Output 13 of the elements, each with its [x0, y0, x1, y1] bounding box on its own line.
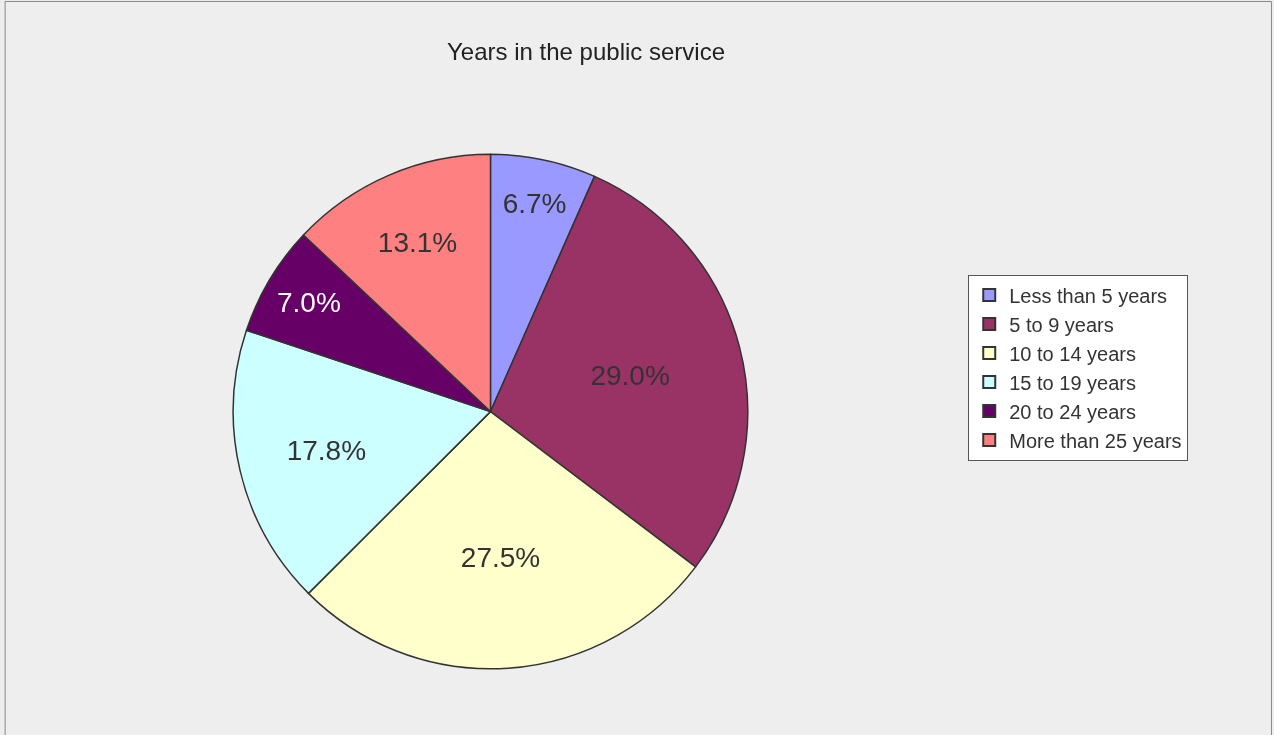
data-label: 27.5% — [460, 542, 541, 574]
legend-label: 10 to 14 years — [1009, 342, 1136, 365]
legend-label: 20 to 24 years — [1009, 400, 1136, 423]
legend-label: 15 to 19 years — [1009, 371, 1136, 394]
legend-label: Less than 5 years — [1009, 284, 1168, 307]
data-label: 7.0% — [277, 287, 341, 319]
data-label: 17.8% — [286, 434, 367, 466]
data-label: 6.7% — [502, 187, 567, 219]
chart-title: Years in the public service — [447, 37, 726, 65]
data-label: 29.0% — [590, 359, 670, 391]
data-label: 13.1% — [377, 226, 458, 258]
legend-label: 5 to 9 years — [1009, 313, 1114, 336]
legend-label: More than 25 years — [1009, 429, 1182, 452]
